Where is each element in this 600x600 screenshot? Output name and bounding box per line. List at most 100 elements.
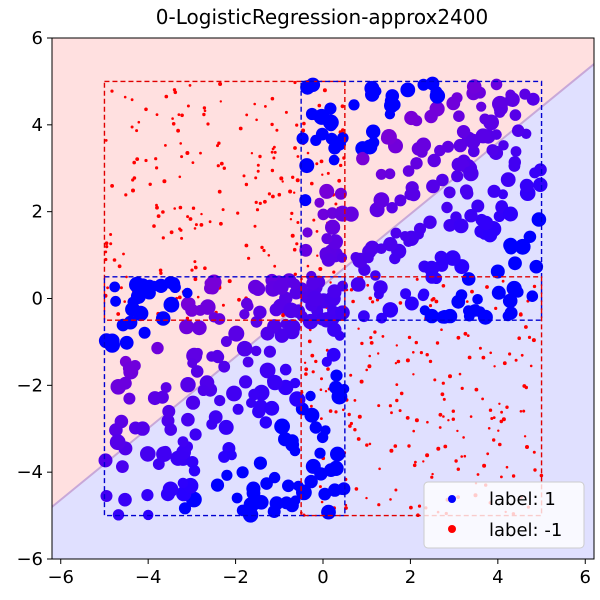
point-label-1 [325, 219, 341, 235]
point-label-1 [336, 252, 348, 263]
y-tick-label: 0 [32, 289, 43, 310]
point-label-1 [253, 456, 267, 470]
point-label-neg1 [508, 352, 512, 356]
point-label-neg1 [399, 391, 404, 396]
point-label-1 [321, 356, 332, 367]
point-label-1 [116, 460, 129, 473]
point-label-neg1 [441, 284, 446, 288]
point-label-neg1 [349, 421, 353, 426]
point-label-1 [327, 322, 342, 337]
point-label-1 [399, 231, 411, 242]
point-label-neg1 [123, 300, 126, 303]
point-label-neg1 [159, 271, 163, 275]
point-label-1 [437, 310, 452, 324]
point-label-1 [503, 206, 518, 222]
y-tick-label: 2 [32, 202, 43, 223]
point-label-neg1 [185, 316, 190, 320]
point-label-1 [155, 390, 169, 404]
point-label-neg1 [217, 189, 222, 194]
point-label-neg1 [315, 230, 319, 233]
point-label-1 [461, 272, 476, 286]
point-label-1 [100, 490, 113, 502]
point-label-1 [129, 276, 145, 293]
point-label-1 [327, 304, 338, 315]
point-label-1 [373, 192, 390, 209]
point-label-1 [384, 168, 396, 180]
point-label-1 [529, 167, 541, 179]
point-label-1 [162, 481, 179, 498]
point-label-1 [464, 209, 478, 223]
point-label-neg1 [527, 335, 532, 339]
point-label-neg1 [135, 129, 139, 133]
point-label-neg1 [438, 426, 442, 429]
x-tick-label: 2 [405, 567, 416, 588]
point-label-1 [220, 336, 232, 347]
point-label-neg1 [190, 268, 194, 272]
x-tick-label: −4 [135, 567, 162, 588]
point-label-neg1 [119, 286, 123, 290]
point-label-neg1 [258, 154, 262, 159]
point-label-1 [328, 141, 342, 155]
point-label-1 [259, 362, 276, 379]
point-label-neg1 [436, 446, 441, 451]
point-label-neg1 [117, 264, 122, 269]
point-label-1 [328, 154, 340, 166]
point-label-neg1 [405, 358, 410, 363]
point-label-neg1 [326, 171, 330, 175]
point-label-neg1 [498, 402, 501, 405]
point-label-neg1 [448, 374, 452, 379]
point-label-neg1 [463, 331, 468, 336]
point-label-1 [510, 146, 522, 157]
point-label-neg1 [368, 442, 372, 446]
point-label-1 [509, 109, 522, 121]
point-label-neg1 [109, 242, 113, 246]
point-label-neg1 [185, 151, 190, 155]
point-label-1 [407, 187, 421, 202]
point-label-neg1 [178, 175, 182, 179]
point-label-neg1 [196, 295, 200, 299]
point-label-1 [109, 434, 126, 451]
point-label-neg1 [255, 118, 258, 122]
point-label-neg1 [398, 301, 403, 305]
point-label-1 [141, 489, 154, 502]
point-label-neg1 [320, 377, 323, 381]
point-label-1 [465, 133, 481, 149]
point-label-neg1 [522, 384, 527, 388]
point-label-neg1 [500, 410, 503, 414]
point-label-neg1 [156, 214, 161, 219]
point-label-neg1 [490, 417, 494, 420]
point-label-neg1 [377, 404, 381, 408]
point-label-1 [273, 279, 289, 295]
point-label-neg1 [377, 503, 381, 507]
point-label-1 [319, 183, 335, 199]
point-label-1 [385, 89, 400, 103]
point-label-1 [232, 403, 244, 415]
point-label-neg1 [463, 454, 467, 458]
point-label-1 [383, 237, 398, 252]
point-label-neg1 [155, 113, 159, 116]
point-label-neg1 [505, 465, 509, 469]
point-label-1 [443, 219, 457, 232]
point-label-1 [293, 480, 304, 492]
point-label-1 [299, 194, 312, 207]
point-label-neg1 [311, 370, 315, 374]
point-label-1 [181, 412, 195, 427]
point-label-neg1 [365, 443, 369, 447]
point-label-neg1 [425, 453, 430, 458]
point-label-1 [531, 212, 547, 227]
point-label-1 [206, 418, 218, 430]
point-label-neg1 [106, 286, 109, 290]
point-label-neg1 [532, 450, 536, 454]
point-label-1 [155, 311, 171, 326]
point-label-1 [187, 358, 198, 369]
point-label-1 [519, 178, 534, 193]
point-label-neg1 [155, 203, 158, 207]
point-label-1 [382, 302, 399, 318]
point-label-neg1 [447, 419, 450, 422]
point-label-1 [289, 286, 303, 300]
point-label-neg1 [381, 335, 385, 338]
point-label-1 [218, 419, 234, 435]
point-label-neg1 [303, 361, 307, 364]
point-label-1 [185, 303, 199, 317]
